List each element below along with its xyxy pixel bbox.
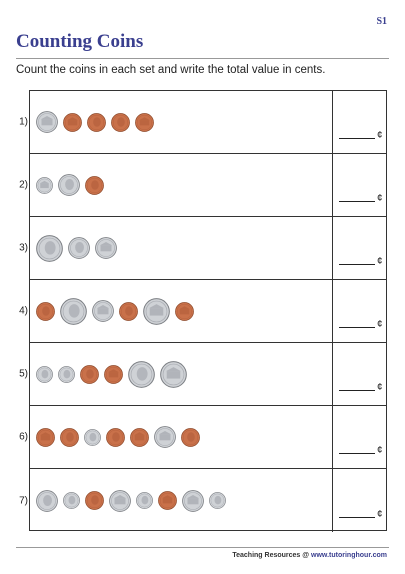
quarter-heads-icon <box>60 297 87 325</box>
problem-number: 1) <box>19 116 28 128</box>
coin-set <box>36 469 332 532</box>
answer-blank[interactable] <box>339 390 375 391</box>
problem-row: 1) ¢ <box>19 91 388 154</box>
instruction-text: Count the coins in each set and write th… <box>16 64 326 76</box>
dime-heads-icon <box>58 365 75 383</box>
answer-cell[interactable]: ¢ <box>332 154 388 216</box>
quarter-tails-icon <box>143 297 170 325</box>
problem-row: 4) ¢ <box>19 280 388 343</box>
quarter-tails-icon <box>160 360 187 388</box>
problem-row: 3) ¢ <box>19 217 388 280</box>
problem-number: 5) <box>19 368 28 380</box>
problem-number: 7) <box>19 495 28 506</box>
penny-tails-icon <box>175 301 194 321</box>
dime-heads-icon <box>63 492 80 509</box>
quarter-heads-icon <box>36 234 63 262</box>
answer-blank[interactable] <box>339 517 375 518</box>
coin-set <box>36 406 332 468</box>
problem-number: 4) <box>19 305 28 317</box>
penny-heads-icon <box>85 491 104 510</box>
nickel-tails-icon <box>154 426 176 448</box>
penny-tails-icon <box>36 427 55 447</box>
penny-heads-icon <box>80 364 99 384</box>
dime-heads-icon <box>36 365 53 383</box>
penny-heads-icon <box>111 112 130 132</box>
dime-heads-icon <box>209 492 226 509</box>
penny-heads-icon <box>181 427 200 447</box>
answer-cell[interactable]: ¢ <box>332 343 388 405</box>
nickel-heads-icon <box>58 174 80 196</box>
dime-heads-icon <box>84 428 101 446</box>
answer-cell[interactable]: ¢ <box>332 469 388 532</box>
penny-tails-icon <box>104 364 123 384</box>
problem-row: 2) ¢ <box>19 154 388 217</box>
cent-symbol: ¢ <box>377 445 383 456</box>
problem-row: 5) ¢ <box>19 343 388 406</box>
answer-cell[interactable]: ¢ <box>332 280 388 342</box>
penny-tails-icon <box>135 112 154 132</box>
cent-symbol: ¢ <box>377 319 383 330</box>
nickel-tails-icon <box>92 300 114 322</box>
answer-cell[interactable]: ¢ <box>332 406 388 468</box>
penny-heads-icon <box>60 427 79 447</box>
top-divider <box>16 58 389 59</box>
nickel-heads-icon <box>36 489 58 512</box>
nickel-tails-icon <box>95 237 117 259</box>
cent-symbol: ¢ <box>377 193 383 204</box>
answer-cell[interactable]: ¢ <box>332 91 388 153</box>
worksheet-code: S1 <box>376 16 387 27</box>
penny-tails-icon <box>63 112 82 132</box>
coin-set <box>36 343 332 405</box>
problem-table: 1) ¢ 2) ¢ 3) ¢ 4) ¢ 5) ¢ 6) ¢ 7) ¢ <box>19 90 388 532</box>
answer-blank[interactable] <box>339 453 375 454</box>
bottom-divider <box>16 547 389 548</box>
coin-set <box>36 217 332 279</box>
cent-symbol: ¢ <box>377 256 383 267</box>
penny-heads-icon <box>119 301 138 321</box>
cent-symbol: ¢ <box>377 130 383 141</box>
nickel-tails-icon <box>109 489 131 512</box>
problem-number: 6) <box>19 431 28 443</box>
answer-blank[interactable] <box>339 264 375 265</box>
nickel-tails-icon <box>182 489 204 512</box>
answer-blank[interactable] <box>339 327 375 328</box>
penny-tails-icon <box>158 491 177 510</box>
footer: Teaching Resources @ www.tutoringhour.co… <box>232 552 387 559</box>
problem-number: 3) <box>19 242 28 254</box>
cent-symbol: ¢ <box>377 509 383 520</box>
penny-heads-icon <box>87 112 106 132</box>
coin-set <box>36 154 332 216</box>
nickel-heads-icon <box>68 237 90 259</box>
coin-set <box>36 91 332 153</box>
quarter-heads-icon <box>128 360 155 388</box>
footer-prefix: Teaching Resources @ <box>232 552 312 559</box>
problem-row: 6) ¢ <box>19 406 388 469</box>
problem-number: 2) <box>19 179 28 191</box>
answer-cell[interactable]: ¢ <box>332 217 388 279</box>
page-title: Counting Coins <box>16 31 144 52</box>
answer-blank[interactable] <box>339 138 375 139</box>
dime-heads-icon <box>136 492 153 509</box>
penny-heads-icon <box>106 427 125 447</box>
dime-tails-icon <box>36 176 53 194</box>
penny-tails-icon <box>130 427 149 447</box>
footer-site-link[interactable]: www.tutoringhour.com <box>311 552 387 559</box>
penny-heads-icon <box>85 175 104 195</box>
coin-set <box>36 280 332 342</box>
answer-blank[interactable] <box>339 201 375 202</box>
penny-heads-icon <box>36 301 55 321</box>
cent-symbol: ¢ <box>377 382 383 393</box>
problem-row: 7) ¢ <box>19 469 388 532</box>
nickel-tails-icon <box>36 111 58 133</box>
